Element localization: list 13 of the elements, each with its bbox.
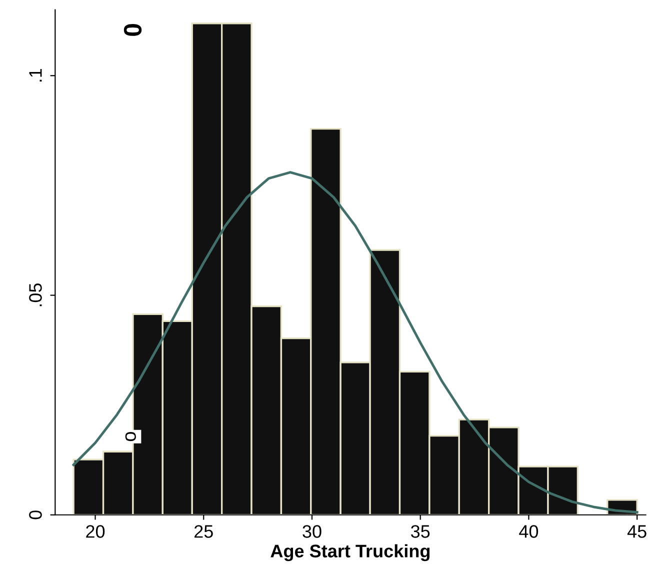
x-tick-label: 30 (302, 525, 322, 538)
y-tick-label: .05 (29, 283, 42, 306)
x-tick-label: 20 (86, 525, 105, 538)
x-tick-label: 25 (194, 525, 213, 538)
y-tick-label: 0 (29, 510, 42, 520)
x-tick-label: 45 (627, 525, 646, 538)
annotation: 0 (124, 24, 142, 36)
x-axis-title: Age Start Trucking (270, 544, 430, 562)
line-series (72, 171, 638, 514)
annotation: o (125, 432, 136, 442)
y-tick-label: .1 (29, 68, 42, 82)
x-tick-label: 35 (411, 525, 430, 538)
x-tick-label: 40 (519, 525, 538, 538)
